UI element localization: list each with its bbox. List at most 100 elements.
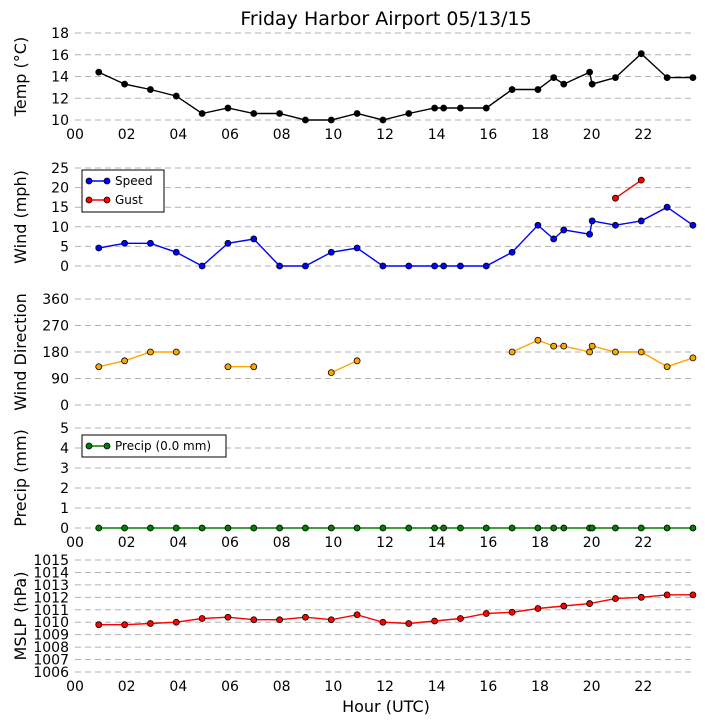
series-point xyxy=(147,620,154,627)
x-tick-label: 12 xyxy=(376,127,394,143)
speed-point xyxy=(276,262,284,270)
series-point xyxy=(198,615,206,622)
series-point xyxy=(172,618,180,626)
speed-point xyxy=(250,235,258,243)
precip-0-0-mm-point xyxy=(353,524,361,532)
series-point xyxy=(121,357,128,365)
series-point xyxy=(550,74,558,81)
precip-0-0-mm-point xyxy=(121,524,128,532)
x-tick-label: 12 xyxy=(376,679,394,695)
series-point xyxy=(405,620,413,627)
precip-0-0-mm-point xyxy=(663,524,671,532)
precip-0-0-mm-point xyxy=(302,524,309,532)
precip-0-0-mm-point xyxy=(482,524,490,532)
y-tick-label: 1013 xyxy=(33,578,69,594)
series-point xyxy=(95,68,103,76)
precip-0-0-mm-point xyxy=(508,524,516,532)
series-point xyxy=(172,348,180,356)
y-axis-label: Wind (mph) xyxy=(11,170,30,264)
series-point xyxy=(431,104,439,112)
series-point xyxy=(327,116,335,124)
series-point xyxy=(198,110,206,117)
y-tick-label: 20 xyxy=(51,181,69,197)
series-point xyxy=(250,363,258,371)
y-tick-label: 10 xyxy=(51,220,69,236)
series-point xyxy=(172,92,180,100)
speed-point xyxy=(353,244,361,252)
x-tick-label: 22 xyxy=(634,679,652,695)
y-tick-label: 25 xyxy=(51,161,69,177)
series-point xyxy=(379,116,387,124)
y-tick-label: 360 xyxy=(42,292,69,308)
series-point xyxy=(534,86,542,93)
series-point xyxy=(612,348,619,356)
y-tick-label: 14 xyxy=(51,70,69,86)
gust-line xyxy=(615,179,642,199)
speed-point xyxy=(302,262,309,270)
x-tick-label: 18 xyxy=(531,535,549,551)
y-tick-label: 1009 xyxy=(33,628,69,644)
x-tick-label: 10 xyxy=(324,127,342,143)
series-point xyxy=(508,86,516,93)
series-point xyxy=(147,86,154,93)
legend-box xyxy=(81,169,165,213)
y-tick-label: 12 xyxy=(51,91,69,107)
y-tick-label: 1 xyxy=(60,501,69,517)
precip-0-0-mm-point xyxy=(379,524,387,532)
series-point xyxy=(457,104,464,112)
speed-point xyxy=(637,217,645,225)
precip-0-0-mm-point xyxy=(550,524,558,532)
y-tick-label: 15 xyxy=(51,200,69,216)
precip-0-0-mm-point xyxy=(457,524,464,532)
speed-point xyxy=(379,262,387,270)
x-tick-label: 06 xyxy=(221,679,239,695)
y-tick-label: 10 xyxy=(51,113,69,129)
series-point xyxy=(482,610,490,617)
x-tick-label: 12 xyxy=(376,535,394,551)
speed-point xyxy=(560,226,568,234)
x-tick-label: 06 xyxy=(221,535,239,551)
series-point xyxy=(431,617,439,625)
series-point xyxy=(224,613,232,621)
x-tick-label: 16 xyxy=(479,679,497,695)
precip-0-0-mm-point xyxy=(440,524,448,532)
y-tick-label: 1006 xyxy=(33,665,69,681)
precip-0-0-mm-point xyxy=(95,524,103,532)
series-line xyxy=(331,360,358,374)
x-tick-label: 22 xyxy=(634,535,652,551)
speed-point xyxy=(431,262,439,270)
series-point xyxy=(637,348,645,356)
x-tick-label: 16 xyxy=(479,127,497,143)
speed-point xyxy=(327,248,335,256)
series-point xyxy=(95,621,103,629)
series-point xyxy=(327,616,335,624)
series-line xyxy=(511,339,694,368)
series-point xyxy=(276,110,284,117)
series-point xyxy=(663,74,671,81)
series-point xyxy=(353,357,361,365)
x-tick-label: 02 xyxy=(118,535,136,551)
y-tick-label: 4 xyxy=(60,441,69,457)
series-point xyxy=(637,50,645,58)
x-tick-label: 14 xyxy=(428,535,446,551)
y-tick-label: 1011 xyxy=(33,603,69,619)
series-point xyxy=(534,336,542,344)
legend-label: Gust xyxy=(115,193,143,207)
precip-0-0-mm-point xyxy=(405,524,413,532)
series-line xyxy=(98,594,693,626)
series-point xyxy=(586,600,593,607)
series-point xyxy=(353,110,361,117)
speed-point xyxy=(689,221,697,229)
series-point xyxy=(121,80,128,88)
speed-point xyxy=(663,203,671,211)
y-tick-label: 90 xyxy=(51,372,69,388)
series-point xyxy=(353,611,361,619)
speed-point xyxy=(550,235,558,243)
gust-point xyxy=(612,194,619,202)
series-point xyxy=(663,591,671,599)
series-point xyxy=(689,591,697,599)
legend-marker xyxy=(103,177,111,185)
series-line xyxy=(98,351,177,368)
series-point xyxy=(302,116,309,124)
precip-0-0-mm-point xyxy=(327,524,335,532)
